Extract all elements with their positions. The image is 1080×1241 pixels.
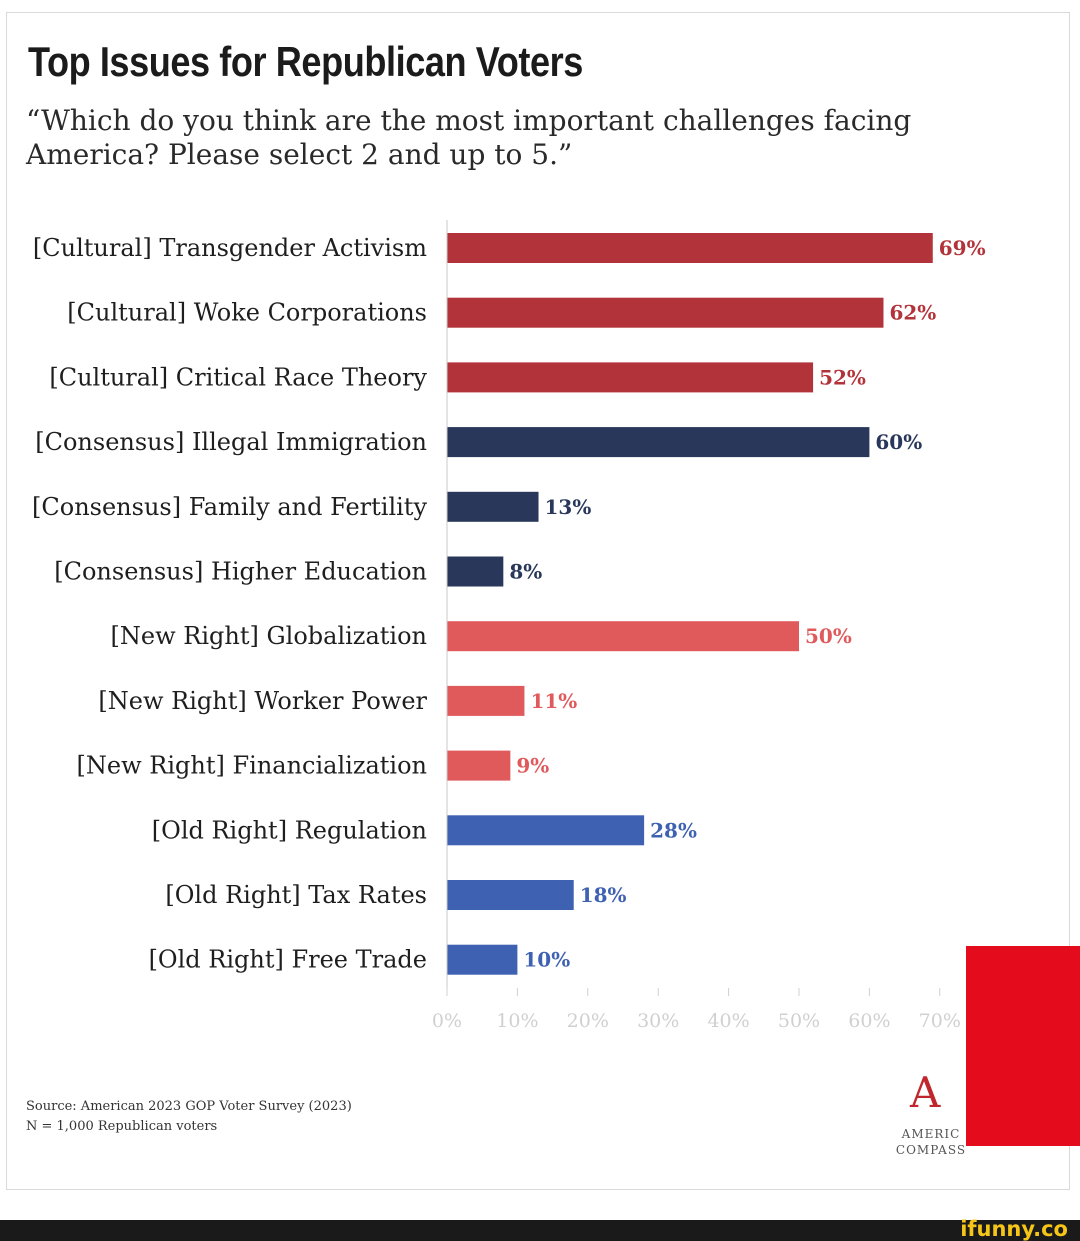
compass-logo-icon: A <box>910 1068 941 1117</box>
bar <box>447 297 884 328</box>
logo-text-line2: COMPASS <box>895 1143 967 1157</box>
category-label: [New Right] Financialization <box>77 752 427 780</box>
x-tick-label: 20% <box>567 1010 609 1032</box>
category-label: [Consensus] Illegal Immigration <box>35 428 427 456</box>
value-label: 13% <box>545 495 592 519</box>
bar-chart: [Cultural] Transgender Activism 69% [Cultu… <box>32 220 986 1032</box>
chart-title: Top Issues for Republican Voters <box>28 38 583 85</box>
american-compass-logo: A AMERIC COMPASS <box>876 1068 986 1168</box>
category-label: [Old Right] Regulation <box>152 816 427 844</box>
x-tick-label: 30% <box>637 1010 679 1032</box>
chart-card <box>6 12 1070 1190</box>
bar <box>447 427 870 458</box>
x-tick-label: 40% <box>707 1010 749 1032</box>
value-label: 10% <box>523 948 570 972</box>
x-tick-label: 70% <box>919 1010 961 1032</box>
bar <box>447 362 814 393</box>
value-label: 62% <box>889 301 936 325</box>
bar <box>447 621 799 652</box>
footer-bar: ifunny.co <box>0 1217 1080 1241</box>
value-label: 69% <box>939 236 986 260</box>
value-label: 52% <box>819 365 866 389</box>
value-label: 60% <box>875 430 922 454</box>
source-note: Source: American 2023 GOP Voter Survey (… <box>26 1097 352 1137</box>
source-line: Source: American 2023 GOP Voter Survey (… <box>26 1099 352 1114</box>
x-tick-label: 10% <box>496 1010 538 1032</box>
value-label: 9% <box>516 754 549 778</box>
value-label: 11% <box>530 689 577 713</box>
red-overlay-block <box>966 946 1080 1146</box>
watermark-brand: ifunny.co <box>960 1217 1068 1241</box>
bar <box>447 944 518 975</box>
bar <box>447 750 511 781</box>
bar <box>447 685 525 716</box>
x-tick-label: 0% <box>432 1010 462 1032</box>
bar <box>447 815 645 846</box>
category-label: [Cultural] Woke Corporations <box>67 299 427 327</box>
category-label: [Old Right] Tax Rates <box>165 881 427 909</box>
x-tick-label: 50% <box>778 1010 820 1032</box>
chart-subtitle: “Which do you think are the most importa… <box>26 104 912 171</box>
category-label: [New Right] Worker Power <box>98 687 427 715</box>
value-label: 8% <box>509 560 542 584</box>
bar <box>447 491 539 522</box>
category-label: [Cultural] Critical Race Theory <box>49 363 427 391</box>
sample-size-line: N = 1,000 Republican voters <box>26 1119 218 1134</box>
category-label: [Consensus] Higher Education <box>54 558 427 586</box>
logo-text-line1: AMERIC <box>901 1127 961 1141</box>
category-label: [Cultural] Transgender Activism <box>33 234 427 262</box>
value-label: 18% <box>580 883 627 907</box>
category-label: [Old Right] Free Trade <box>149 946 427 974</box>
category-label: [New Right] Globalization <box>111 622 427 650</box>
bar <box>447 233 933 263</box>
x-tick-label: 60% <box>848 1010 890 1032</box>
bar <box>447 880 574 910</box>
value-label: 28% <box>650 818 697 842</box>
category-label: [Consensus] Family and Fertility <box>32 493 427 521</box>
bar <box>447 556 504 587</box>
value-label: 50% <box>805 624 852 648</box>
